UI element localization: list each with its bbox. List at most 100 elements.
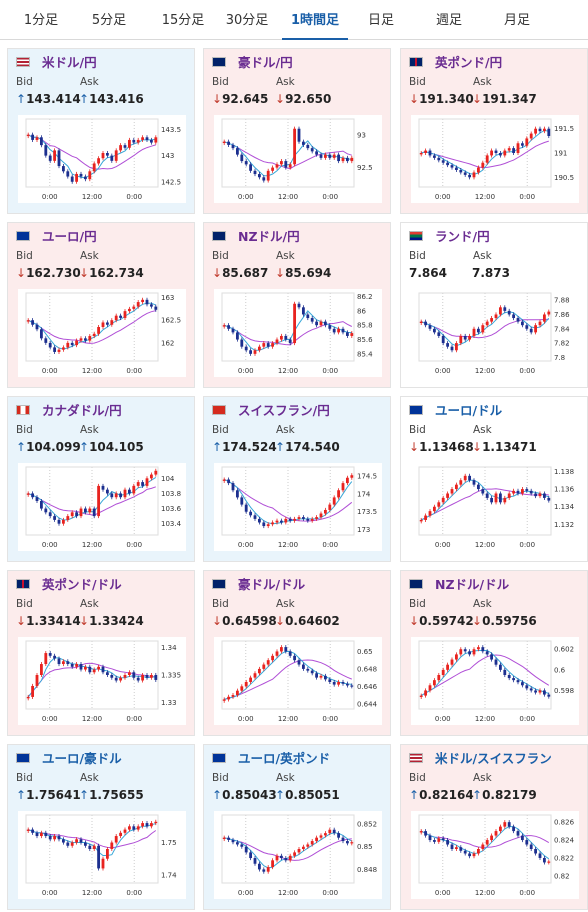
rate-card-chf-jpy[interactable]: スイスフラン/円 Bid Ask ↑174.524 ↑174.540 174.5 174 17… bbox=[203, 396, 391, 562]
rate-card-gbp-jpy[interactable]: 英ポンド/円 Bid Ask ↓191.340 ↓191.347 191.5 191 190.… bbox=[400, 48, 588, 214]
rate-card-aud-usd[interactable]: 豪ドル/ドル Bid Ask ↓0.64598 ↓0.64602 0.65 0.648 0.6… bbox=[203, 570, 391, 736]
mini-chart[interactable]: 0.65 0.648 0.646 0.644 0:00 12:00 0:00 bbox=[214, 637, 382, 725]
pair-title[interactable]: 英ポンド/円 bbox=[435, 55, 503, 70]
mini-chart[interactable]: 0.826 0.824 0.822 0.82 0:00 12:00 0:00 bbox=[411, 811, 579, 899]
candle-body bbox=[297, 849, 301, 853]
candle-body bbox=[227, 325, 231, 329]
tab-0[interactable]: 1分足 bbox=[23, 13, 59, 28]
candle-body bbox=[31, 685, 35, 697]
candle-body bbox=[328, 325, 332, 329]
bid-label: Bid bbox=[212, 424, 229, 436]
candle-body bbox=[337, 681, 341, 685]
mini-chart[interactable]: 1.34 1.335 1.33 0:00 12:00 0:00 bbox=[18, 637, 186, 725]
x-tick-label: 0:00 bbox=[322, 889, 338, 897]
mini-chart[interactable]: 1.138 1.136 1.134 1.132 0:00 12:00 0:00 bbox=[411, 463, 579, 551]
rate-card-eur-jpy[interactable]: ユーロ/円 Bid Ask ↓162.730 ↓162.734 163 162.5 162 0:… bbox=[7, 222, 195, 388]
arrow-down-icon: ↓ bbox=[472, 614, 483, 628]
candle-body bbox=[101, 858, 105, 869]
mini-chart[interactable]: 93 92.5 0:00 12:00 0:00 bbox=[214, 115, 382, 203]
pair-title[interactable]: ユーロ/豪ドル bbox=[42, 751, 122, 766]
rate-card-eur-gbp[interactable]: ユーロ/英ポンド Bid Ask ↑0.85043 ↑0.85051 0.852 0.85 0… bbox=[203, 744, 391, 910]
tab-4[interactable]: 1時間足 bbox=[282, 0, 348, 40]
pair-title[interactable]: NZドル/円 bbox=[238, 229, 300, 244]
x-tick-label: 0:00 bbox=[42, 541, 58, 549]
pair-title[interactable]: カナダドル/円 bbox=[42, 403, 122, 418]
ma-long-line bbox=[224, 141, 352, 170]
mini-chart[interactable]: 1.75 1.74 0:00 12:00 0:00 bbox=[18, 811, 186, 899]
candle-body bbox=[450, 659, 454, 665]
tab-6[interactable]: 週足 bbox=[435, 13, 462, 28]
mini-chart[interactable]: 174.5 174 173.5 173 0:00 12:00 0:00 bbox=[214, 463, 382, 551]
candlestick-chart: 1.138 1.136 1.134 1.132 0:00 12:00 0:00 bbox=[418, 466, 575, 549]
bid-label: Bid bbox=[16, 250, 33, 262]
rate-card-eur-usd[interactable]: ユーロ/ドル Bid Ask ↓1.13468 ↓1.13471 1.138 1.136 1.… bbox=[400, 396, 588, 562]
bid-number: 7.864 bbox=[409, 266, 447, 280]
candle-body bbox=[503, 307, 507, 311]
mini-chart[interactable]: 191.5 191 190.5 0:00 12:00 0:00 bbox=[411, 115, 579, 203]
pair-title[interactable]: NZドル/ドル bbox=[435, 577, 510, 592]
pair-title[interactable]: ユーロ/ドル bbox=[435, 403, 503, 418]
candle-body bbox=[231, 695, 235, 697]
pair-title[interactable]: 英ポンド/ドル bbox=[42, 577, 122, 592]
pair-title[interactable]: 米ドル/円 bbox=[42, 55, 97, 70]
pair-title[interactable]: ユーロ/英ポンド bbox=[238, 751, 331, 766]
bid-value: 7.864 bbox=[409, 266, 447, 280]
pair-title[interactable]: 米ドル/スイスフラン bbox=[435, 751, 552, 766]
tab-3[interactable]: 30分足 bbox=[225, 13, 269, 28]
candle-body bbox=[119, 315, 123, 318]
mini-chart[interactable]: 7.88 7.86 7.84 7.82 7.8 0:00 12:00 0:00 bbox=[411, 289, 579, 377]
candle-body bbox=[284, 518, 288, 523]
rate-card-cad-jpy[interactable]: カナダドル/円 Bid Ask ↑104.099 ↑104.105 104 103.8 103… bbox=[7, 396, 195, 562]
y-tick-label: 0.646 bbox=[357, 683, 378, 691]
y-tick-label: 85.4 bbox=[357, 350, 373, 358]
rate-card-gbp-usd[interactable]: 英ポンド/ドル Bid Ask ↓1.33414 ↓1.33424 1.34 1.335 1.… bbox=[7, 570, 195, 736]
mini-chart[interactable]: 0.852 0.85 0.848 0:00 12:00 0:00 bbox=[214, 811, 382, 899]
candle-body bbox=[485, 651, 489, 655]
candle-body bbox=[310, 841, 314, 845]
mini-chart[interactable]: 86.2 86 85.8 85.6 85.4 0:00 12:00 0:00 bbox=[214, 289, 382, 377]
candle-body bbox=[123, 311, 127, 318]
pair-title[interactable]: ユーロ/円 bbox=[42, 229, 97, 244]
y-tick-label: 86.2 bbox=[357, 293, 373, 301]
bid-number: 85.687 bbox=[222, 266, 269, 280]
candle-body bbox=[498, 826, 502, 832]
flag-icon bbox=[409, 579, 423, 589]
bid-label: Bid bbox=[409, 250, 426, 262]
tab-5[interactable]: 日足 bbox=[367, 13, 394, 28]
candle-body bbox=[350, 842, 354, 844]
mini-chart[interactable]: 163 162.5 162 0:00 12:00 0:00 bbox=[18, 289, 186, 377]
mini-chart[interactable]: 143.5 143 142.5 0:00 12:00 0:00 bbox=[18, 115, 186, 203]
y-tick-label: 0.65 bbox=[357, 648, 373, 656]
mini-chart[interactable]: 104 103.8 103.6 103.4 0:00 12:00 0:00 bbox=[18, 463, 186, 551]
candle-body bbox=[279, 335, 283, 340]
ask-label: Ask bbox=[80, 250, 99, 262]
candle-body bbox=[132, 306, 136, 309]
rate-card-usd-chf[interactable]: 米ドル/スイスフラン Bid Ask ↑0.82164 ↑0.82179 0.826 0.8… bbox=[400, 744, 588, 910]
rate-card-usd-jpy[interactable]: 米ドル/円 Bid Ask ↑143.414 ↑143.416 143.5 143 142.5… bbox=[7, 48, 195, 214]
candle-body bbox=[222, 699, 226, 701]
arrow-up-icon: ↑ bbox=[212, 788, 223, 802]
tab-2[interactable]: 15分足 bbox=[161, 13, 205, 28]
tab-1[interactable]: 5分足 bbox=[91, 13, 127, 28]
candle-body bbox=[119, 145, 123, 151]
tab-7[interactable]: 月足 bbox=[503, 13, 530, 28]
candle-body bbox=[441, 160, 445, 163]
rate-card-nzd-usd[interactable]: NZドル/ドル Bid Ask ↓0.59742 ↓0.59756 0.602 0.6 0.5… bbox=[400, 570, 588, 736]
candle-body bbox=[345, 157, 349, 162]
ask-value: ↑104.105 bbox=[79, 440, 144, 454]
candle-body bbox=[227, 479, 231, 484]
pair-title[interactable]: 豪ドル/ドル bbox=[238, 577, 306, 592]
candle-body bbox=[222, 141, 226, 144]
pair-title[interactable]: 豪ドル/円 bbox=[238, 55, 293, 70]
pair-title[interactable]: スイスフラン/円 bbox=[238, 403, 330, 418]
rate-card-zar-jpy[interactable]: ランド/円 Bid Ask 7.864 7.873 7.88 7.86 7.84 7.82 7.8… bbox=[400, 222, 588, 388]
mini-chart[interactable]: 0.602 0.6 0.598 0:00 12:00 0:00 bbox=[411, 637, 579, 725]
candle-body bbox=[61, 347, 65, 350]
pair-title[interactable]: ランド/円 bbox=[435, 229, 490, 244]
candle-body bbox=[145, 137, 149, 140]
candle-body bbox=[332, 497, 336, 505]
rate-card-eur-aud[interactable]: ユーロ/豪ドル Bid Ask ↑1.75641 ↑1.75655 1.75 1.74 0:0… bbox=[7, 744, 195, 910]
rate-card-nzd-jpy[interactable]: NZドル/円 Bid Ask ↓85.687 ↓85.694 86.2 86 85.8 85.6… bbox=[203, 222, 391, 388]
rate-card-aud-jpy[interactable]: 豪ドル/円 Bid Ask ↓92.645 ↓92.650 93 92.5 0:00 12:00… bbox=[203, 48, 391, 214]
candle-body bbox=[419, 695, 423, 697]
